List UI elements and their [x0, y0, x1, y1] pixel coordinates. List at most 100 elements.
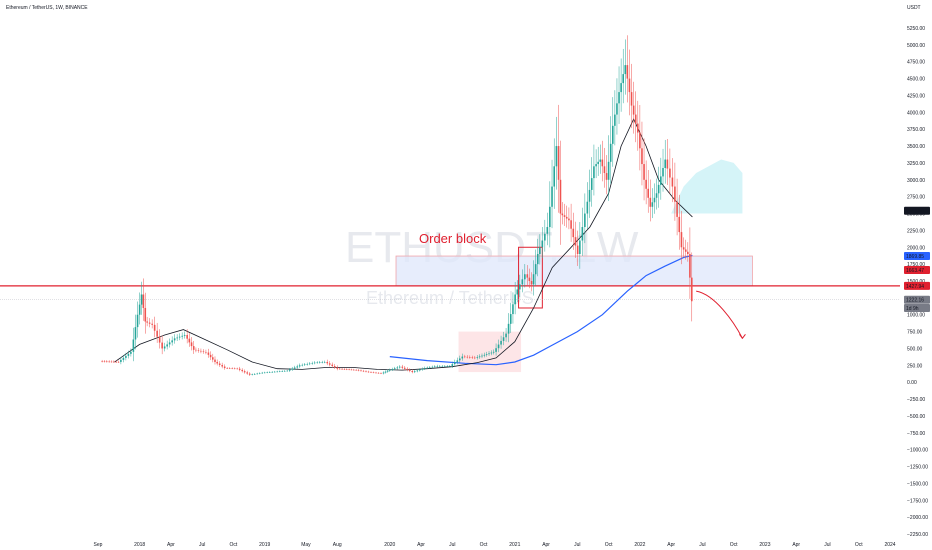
x-tick-label: 2019: [259, 542, 270, 548]
x-tick-label: 2024: [884, 542, 895, 548]
candle-body-215: [614, 114, 616, 126]
candle-body-203: [588, 189, 591, 202]
y-tick-label: 3250.00: [907, 161, 925, 167]
candle-body-115: [380, 373, 382, 374]
candle-body-217: [618, 92, 620, 104]
candle-body-233: [651, 202, 654, 207]
candle-body-230: [645, 179, 647, 189]
candle-body-193: [565, 216, 568, 219]
candle-body-31: [173, 338, 176, 341]
projection-arrowhead: [739, 334, 746, 340]
y-tick-label: 500.00: [907, 346, 923, 352]
candle-body-119: [388, 369, 391, 371]
candle-body-192: [563, 215, 566, 217]
candle-body-61: [246, 372, 248, 374]
y-tick-label: −750.00: [907, 431, 925, 437]
candle-body-60: [243, 371, 246, 373]
chart-header-title: Ethereum / TetherUS, 1W, BINANCE: [6, 5, 88, 11]
candle-body-251: [690, 277, 693, 302]
candle-body-62: [248, 373, 251, 375]
candle-body-46: [209, 354, 212, 358]
candle-body-65: [256, 373, 259, 375]
candle-body-39: [192, 346, 195, 350]
candle-body-175: [526, 274, 529, 278]
candle-body-85: [306, 363, 309, 365]
candle-body-70: [268, 372, 271, 373]
candle-body-23: [153, 324, 156, 331]
candle-body-52: [223, 366, 226, 369]
candle-body-176: [528, 277, 531, 281]
candle-body-89: [316, 362, 319, 364]
x-tick-label: Aug: [333, 542, 342, 548]
projection-curve: [696, 290, 743, 339]
candle-body-149: [463, 356, 466, 358]
candle-body-64: [253, 373, 256, 375]
y-tick-label: 1000.00: [907, 313, 925, 319]
candle-body-42: [200, 350, 202, 352]
candle-body-75: [281, 371, 284, 372]
candle-body-185: [549, 206, 551, 228]
candle-body-218: [620, 83, 622, 93]
candle-body-28: [166, 344, 168, 347]
candle-body-19: [144, 307, 147, 322]
candle-body-211: [605, 173, 608, 180]
candle-body-159: [488, 353, 490, 355]
candle-body-178: [532, 274, 535, 285]
y-tick-label: 750.00: [907, 330, 923, 336]
candle-body-5: [113, 361, 115, 363]
candle-body-248: [684, 249, 687, 252]
candle-body-129: [413, 371, 416, 373]
candle-body-169: [512, 304, 514, 315]
candle-body-97: [336, 367, 339, 369]
candle-body-184: [546, 227, 549, 234]
candle-body-155: [478, 356, 481, 358]
candle-body-71: [271, 371, 274, 373]
candle-body-250: [689, 254, 691, 278]
y-tick-label: −1750.00: [907, 498, 928, 504]
price-label-text-4: 1222.16: [906, 298, 924, 304]
candle-body-194: [568, 218, 570, 221]
candle-body-128: [411, 371, 414, 373]
y-tick-label: −1500.00: [907, 481, 928, 487]
candle-body-143: [448, 366, 451, 367]
candle-body-56: [233, 368, 236, 370]
candle-body-240: [666, 159, 669, 169]
candle-body-38: [190, 342, 193, 347]
candle-body-36: [186, 334, 188, 339]
candle-body-95: [331, 364, 334, 367]
candle-body-190: [559, 179, 562, 214]
y-tick-label: 5000.00: [907, 43, 925, 49]
candle-body-83: [301, 364, 304, 366]
candle-body-123: [398, 366, 401, 368]
candle-body-110: [367, 371, 370, 373]
candle-body-114: [377, 372, 380, 374]
candle-body-69: [266, 372, 269, 373]
candle-body-98: [338, 368, 341, 370]
candle-body-2: [106, 361, 108, 363]
candle-body-236: [657, 184, 660, 194]
candle-body-12: [130, 351, 132, 354]
candle-body-223: [630, 92, 633, 106]
candle-body-92: [323, 361, 326, 363]
candle-body-125: [403, 367, 406, 369]
x-tick-label: Apr: [167, 542, 175, 548]
order-block-zone: [395, 255, 753, 287]
candle-body-44: [205, 351, 207, 353]
candle-body-15: [136, 314, 139, 328]
candle-body-205: [593, 166, 595, 179]
candle-body-142: [446, 366, 449, 367]
candle-body-8: [120, 359, 122, 362]
accumulation-zone: [458, 331, 522, 373]
candle-body-237: [660, 176, 662, 185]
candle-body-93: [326, 361, 329, 364]
candle-body-135: [428, 367, 431, 368]
candle-body-156: [481, 355, 483, 357]
candle-body-90: [318, 362, 321, 363]
candle-body-25: [158, 336, 161, 343]
candle-body-152: [471, 357, 474, 358]
candle-body-154: [476, 357, 479, 358]
y-tick-label: 1750.00: [907, 262, 925, 268]
candle-body-196: [572, 228, 575, 238]
x-tick-label: 2023: [759, 542, 770, 548]
